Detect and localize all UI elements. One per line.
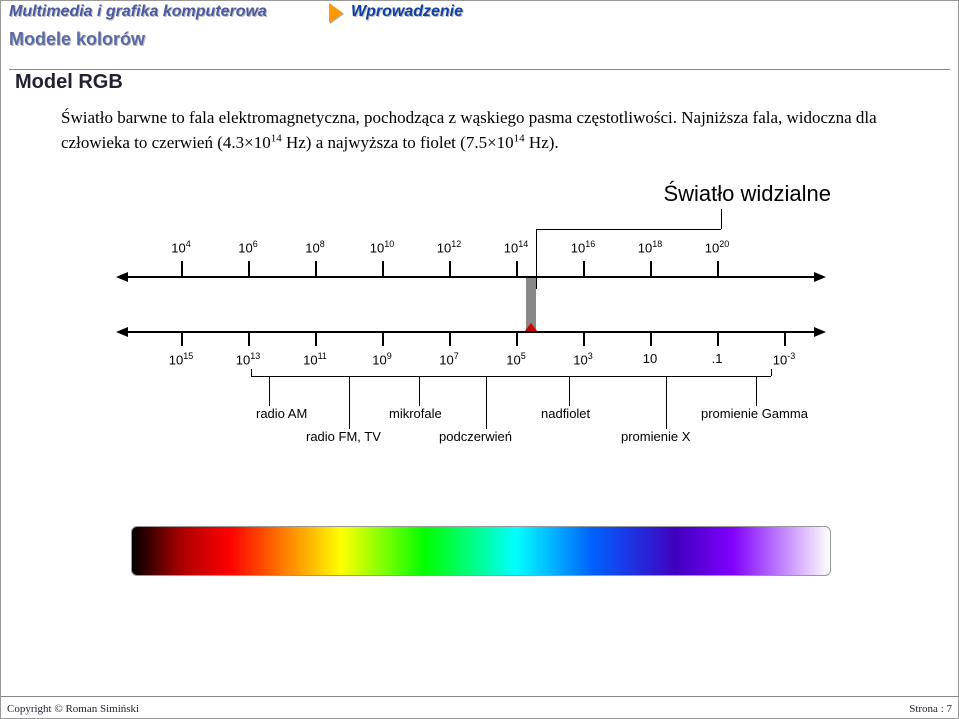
bottom-tick-label: .1: [712, 351, 723, 366]
band-leader: [419, 376, 420, 406]
band-leader: [756, 376, 757, 406]
bottom-tick: [516, 331, 518, 346]
bottom-tick-label: 10: [643, 351, 657, 366]
band-label: nadfiolet: [541, 406, 590, 421]
bottom-tick: [449, 331, 451, 346]
band-label: mikrofale: [389, 406, 442, 421]
body-text: Światło barwne to fala elektromagnetyczn…: [61, 106, 898, 155]
top-tick-label: 104: [171, 239, 190, 255]
visible-light-marker-tri: [525, 323, 537, 331]
copyright: Copyright © Roman Simiński: [7, 703, 139, 715]
bottom-tick-label: 107: [439, 351, 458, 367]
bottom-tick-label: 103: [573, 351, 592, 367]
top-axis-arrow-r: [814, 272, 826, 282]
page-number: Strona : 7: [909, 703, 952, 715]
callout-leader: [721, 209, 722, 229]
band-label: podczerwień: [439, 429, 512, 444]
bottom-tick-label: 1015: [169, 351, 193, 367]
top-tick: [717, 261, 719, 276]
top-tick: [583, 261, 585, 276]
band-label: radio FM, TV: [306, 429, 381, 444]
bottom-tick: [650, 331, 652, 346]
bottom-tick: [784, 331, 786, 346]
spectrum-diagram: Światło widzialne 104 106 108 1010 1012 1014 1…: [121, 181, 841, 601]
body-post: Hz).: [525, 133, 559, 152]
top-tick-label: 1018: [638, 239, 662, 255]
bottom-tick-label: 1011: [303, 351, 327, 367]
divider: [9, 69, 950, 70]
bottom-tick: [717, 331, 719, 346]
top-tick: [181, 261, 183, 276]
slide-title: Model RGB: [15, 71, 123, 94]
band-leader: [486, 376, 487, 429]
top-tick-label: 108: [305, 239, 324, 255]
top-axis-arrow-l: [116, 272, 128, 282]
band-bracket-r: [771, 369, 772, 376]
arrow-icon: [329, 3, 343, 23]
bottom-axis-arrow-r: [814, 327, 826, 337]
top-tick: [248, 261, 250, 276]
top-tick: [382, 261, 384, 276]
top-tick-label: 1012: [437, 239, 461, 255]
band-label: radio AM: [256, 406, 307, 421]
bottom-tick: [382, 331, 384, 346]
bottom-axis-line: [126, 331, 816, 333]
top-axis-line: [126, 276, 816, 278]
footer: Copyright © Roman Simiński Strona : 7: [1, 696, 958, 718]
bottom-tick: [315, 331, 317, 346]
band-leader: [269, 376, 270, 406]
band-bracket-l: [251, 369, 252, 376]
top-tick: [315, 261, 317, 276]
band-leader: [569, 376, 570, 406]
bottom-tick-label: 109: [372, 351, 391, 367]
top-tick: [516, 261, 518, 276]
section-title: Wprowadzenie: [351, 3, 463, 21]
bottom-tick-label: 10-3: [773, 351, 795, 367]
band-label: promienie Gamma: [701, 406, 808, 421]
bottom-axis-arrow-l: [116, 327, 128, 337]
top-tick: [650, 261, 652, 276]
body-mid: Hz) a najwyższa to fiolet (7.5×10: [282, 133, 514, 152]
callout-leader2: [536, 229, 537, 289]
bottom-tick: [181, 331, 183, 346]
visible-light-callout: Światło widzialne: [663, 181, 831, 207]
top-tick-label: 1014: [504, 239, 528, 255]
body-exp1: 14: [271, 132, 282, 144]
subheading: Modele kolorów: [9, 29, 145, 50]
bottom-tick: [583, 331, 585, 346]
top-tick-label: 1010: [370, 239, 394, 255]
body-exp2: 14: [514, 132, 525, 144]
course-title: Multimedia i grafika komputerowa: [9, 3, 267, 21]
bottom-tick: [248, 331, 250, 346]
top-tick-label: 106: [238, 239, 257, 255]
top-tick: [449, 261, 451, 276]
top-tick-label: 1016: [571, 239, 595, 255]
bottom-tick-label: 105: [506, 351, 525, 367]
bottom-tick-label: 1013: [236, 351, 260, 367]
band-leader: [666, 376, 667, 429]
band-label: promienie X: [621, 429, 690, 444]
band-leader: [349, 376, 350, 429]
band-bracket: [251, 376, 771, 377]
top-tick-label: 1020: [705, 239, 729, 255]
visible-spectrum-bar: [131, 526, 831, 576]
callout-leader-h: [536, 229, 721, 230]
